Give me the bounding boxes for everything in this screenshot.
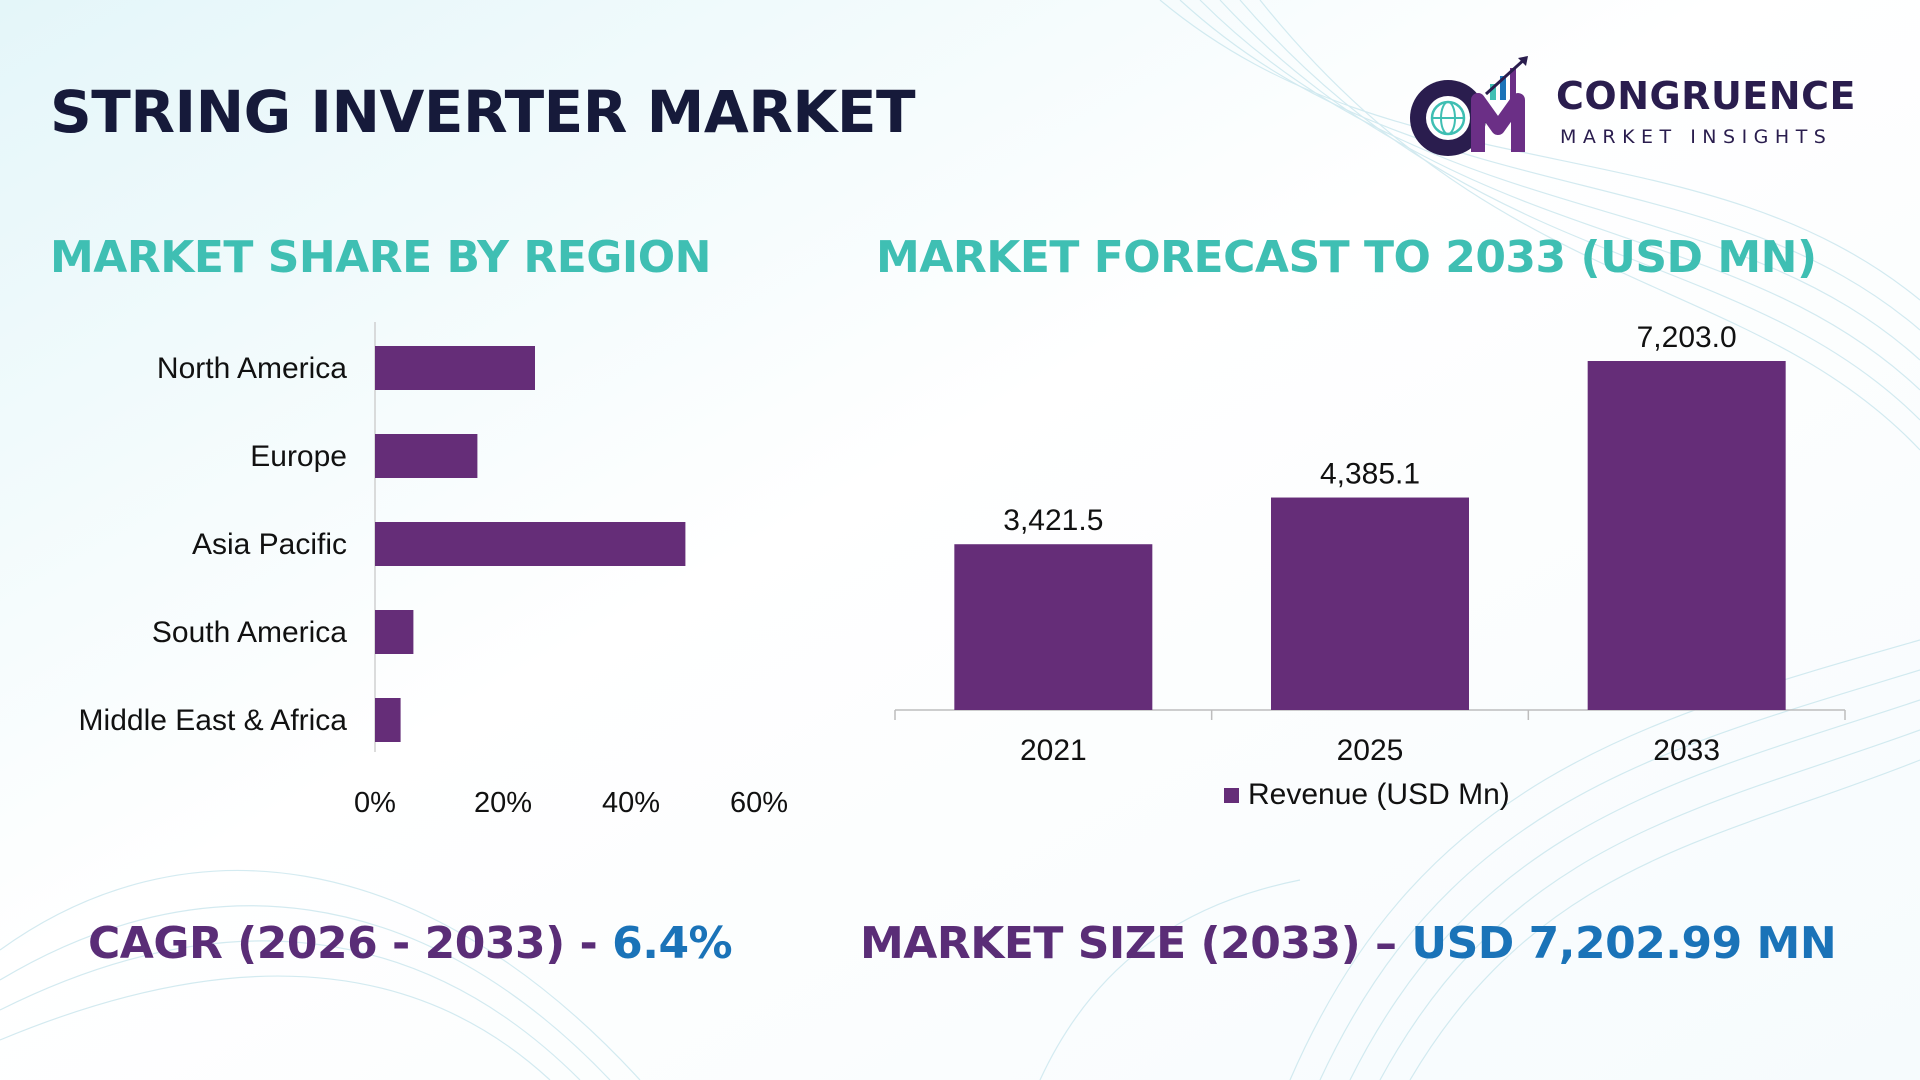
region-share-chart: North America Europe Asia Pacific South Ame… [79, 322, 788, 819]
forecast-chart: 3,421.5 2021 4,385.1 2025 7,203.0 2033 Revenue… [894, 321, 1846, 811]
logo-mark-icon [1410, 56, 1528, 156]
cagr-stat: CAGR (2026 - 2033) - 6.4% [88, 918, 733, 969]
region-bar [375, 698, 401, 742]
forecast-bar [1271, 497, 1469, 710]
region-category-label: Europe [250, 440, 347, 473]
forecast-data-label: 4,385.1 [1320, 458, 1420, 491]
region-x-tick-label: 60% [730, 787, 788, 819]
legend-swatch [1224, 788, 1239, 803]
forecast-bar [954, 544, 1153, 710]
brand-logo: CONGRUENCE MARKET INSIGHTS [1400, 54, 1880, 164]
logo-tagline: MARKET INSIGHTS [1560, 126, 1833, 148]
region-bar [375, 610, 414, 654]
forecast-data-label: 3,421.5 [1003, 504, 1103, 537]
market-size-value: USD 7,202.99 MN [1411, 918, 1837, 969]
region-category-label: Middle East & Africa [79, 704, 348, 737]
region-category-label: South America [152, 616, 347, 649]
forecast-bar [1587, 361, 1786, 710]
region-category-label: North America [157, 352, 347, 385]
market-size-stat: MARKET SIZE (2033) – USD 7,202.99 MN [860, 918, 1837, 969]
forecast-x-tick-label: 2025 [1337, 734, 1404, 767]
region-chart-title: MARKET SHARE BY REGION [50, 232, 712, 283]
forecast-x-tick-label: 2021 [1020, 734, 1087, 767]
forecast-x-tick-label: 2033 [1653, 734, 1720, 767]
region-x-tick-label: 20% [474, 787, 532, 819]
region-x-tick-label: 40% [602, 787, 660, 819]
region-bar [375, 434, 478, 478]
region-category-label: Asia Pacific [192, 528, 347, 561]
forecast-chart-title: MARKET FORECAST TO 2033 (USD MN) [876, 232, 1817, 283]
region-x-tick-label: 0% [354, 787, 396, 819]
cagr-value: 6.4% [612, 918, 733, 969]
region-bar [375, 346, 535, 390]
market-size-label: MARKET SIZE (2033) – [860, 918, 1412, 969]
page-title: STRING INVERTER MARKET [50, 78, 916, 146]
region-bar [375, 522, 686, 566]
forecast-data-label: 7,203.0 [1637, 321, 1737, 354]
legend-label: Revenue (USD Mn) [1248, 778, 1510, 811]
cagr-label: CAGR (2026 - 2033) - [88, 918, 613, 969]
logo-name: CONGRUENCE [1556, 74, 1856, 118]
